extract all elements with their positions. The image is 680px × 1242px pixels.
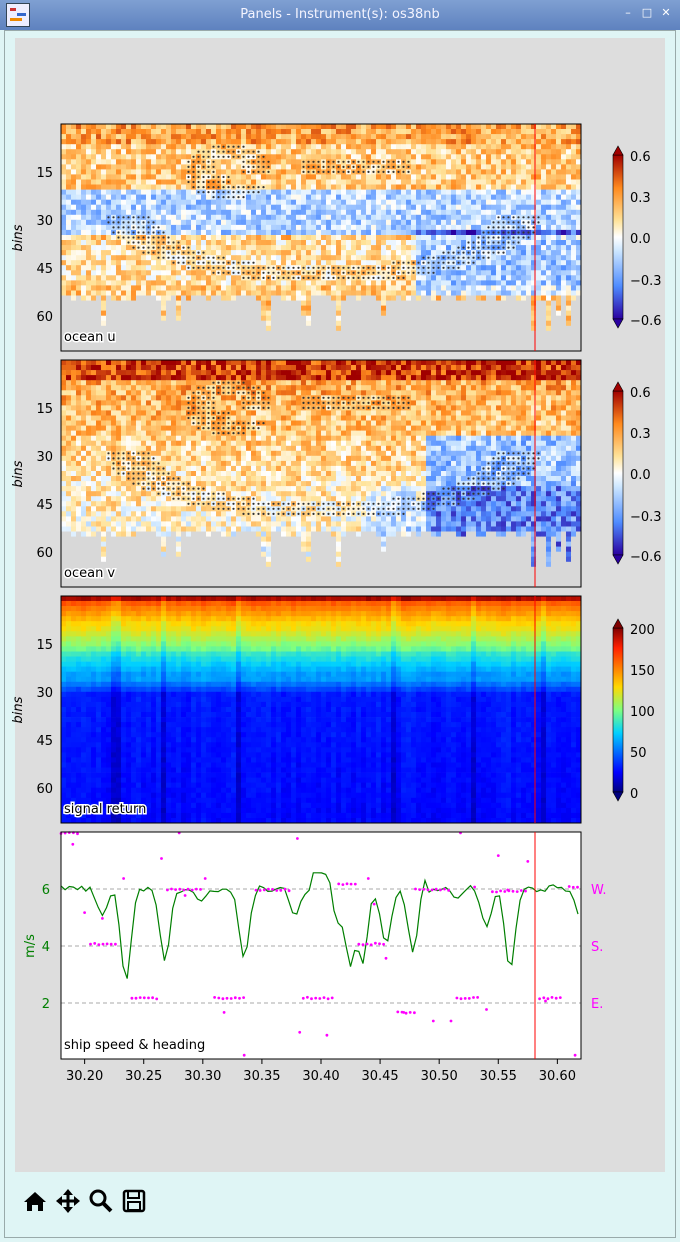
signal-return-panel: bins 15 30 45 60 signal return 200 150 1… [11, 595, 655, 824]
pan-icon[interactable] [55, 1188, 83, 1216]
x-tick-label: 30.20 [66, 1069, 103, 1084]
ocean-u-colorbar: 0.6 0.3 0.0 −0.3 −0.6 [612, 145, 662, 329]
ocean-u-heatmap [61, 124, 582, 352]
x-tick-label: 30.30 [184, 1069, 221, 1084]
ocean-u-label: ocean u [64, 330, 116, 345]
signal-return-label: signal return [64, 802, 146, 817]
signal-return-cbar-tick: 50 [630, 746, 647, 761]
x-tick-label: 30.50 [421, 1069, 458, 1084]
heading-tick-west: W. [591, 883, 607, 898]
x-tick-label: 30.60 [539, 1069, 576, 1084]
app-icon [6, 3, 30, 27]
x-tick-label: 30.25 [125, 1069, 162, 1084]
ocean-v-colorbar: 0.6 0.3 0.0 −0.3 −0.6 [612, 381, 662, 565]
ocean-v-axes-frame [60, 359, 582, 588]
ocean-u-ytick-15: 15 [36, 166, 53, 181]
ocean-v-cbar-tick: 0.3 [630, 427, 651, 442]
ocean-v-panel: bins 15 30 45 60 ocean v 0.6 0.3 0.0 −0.… [11, 359, 662, 588]
ocean-v-cbar-tick: −0.6 [630, 550, 662, 565]
speed-ytick-6: 6 [42, 883, 50, 898]
ocean-v-cbar-tick: 0.0 [630, 468, 651, 483]
ocean-u-cbar-tick: 0.3 [630, 191, 651, 206]
x-tick-label: 30.55 [480, 1069, 517, 1084]
signal-return-cbar-tick: 150 [630, 664, 655, 679]
signal-return-ytick-30: 30 [36, 686, 53, 701]
x-axis-ticks: 30.20 30.25 30.30 30.35 30.40 30.45 30.50 30.55… [66, 1059, 576, 1084]
home-icon[interactable] [22, 1188, 50, 1216]
signal-return-ytick-60: 60 [36, 782, 53, 797]
x-tick-label: 30.40 [302, 1069, 339, 1084]
ocean-v-cbar-tick: −0.3 [630, 510, 662, 525]
x-tick-label: 30.35 [243, 1069, 280, 1084]
ocean-u-ylabel: bins [11, 224, 26, 251]
ocean-u-ytick-45: 45 [36, 262, 53, 277]
ocean-u-cbar-tick: 0.6 [630, 150, 651, 165]
signal-return-axes-frame [60, 595, 582, 824]
speed-ytick-2: 2 [42, 997, 50, 1012]
ocean-u-cbar-tick: −0.3 [630, 274, 662, 289]
signal-return-ytick-45: 45 [36, 734, 53, 749]
speed-line [60, 872, 579, 979]
ocean-u-cbar-tick: 0.0 [630, 232, 651, 247]
ocean-u-ytick-60: 60 [36, 310, 53, 325]
ocean-u-ytick-30: 30 [36, 214, 53, 229]
heading-tick-east: E. [591, 997, 603, 1012]
x-tick-label: 30.45 [361, 1069, 398, 1084]
signal-return-colorbar: 200 150 100 50 0 counts [612, 618, 655, 802]
ocean-v-heatmap [61, 360, 582, 588]
signal-return-cbar-tick: 200 [630, 623, 655, 638]
ocean-v-cbar-tick: 0.6 [630, 386, 651, 401]
zoom-icon[interactable] [88, 1188, 116, 1216]
signal-return-cbar-tick: 100 [630, 705, 655, 720]
heading-tick-south: S. [591, 940, 603, 955]
signal-return-ytick-15: 15 [36, 638, 53, 653]
window-titlebar: Panels - Instrument(s): os38nb – □ ✕ [0, 0, 680, 30]
ocean-v-ytick-60: 60 [36, 546, 53, 561]
ocean-v-ytick-30: 30 [36, 450, 53, 465]
ocean-v-ytick-45: 45 [36, 498, 53, 513]
ocean-u-axes-frame [60, 123, 582, 352]
speed-ytick-4: 4 [42, 940, 50, 955]
maximize-icon[interactable]: □ [641, 6, 653, 19]
ocean-v-label: ocean v [64, 566, 115, 581]
ship-speed-panel: m/s 6 4 2 W. S. E. ship speed & heading … [23, 831, 607, 1084]
ocean-u-cbar-tick: −0.6 [630, 314, 662, 329]
close-icon[interactable]: ✕ [661, 6, 671, 19]
ocean-u-panel: bins 15 30 45 60 ocean u 0.6 0.3 0.0 −0.… [11, 123, 662, 352]
window-title: Panels - Instrument(s): os38nb [240, 7, 440, 22]
save-icon[interactable] [121, 1188, 149, 1216]
signal-return-ylabel: bins [11, 696, 26, 723]
ocean-v-ylabel: bins [11, 460, 26, 487]
minimize-icon[interactable]: – [625, 6, 631, 19]
speed-ylabel: m/s [23, 934, 38, 958]
signal-return-cbar-tick: 0 [630, 787, 638, 802]
signal-return-heatmap [61, 596, 582, 824]
ocean-v-ytick-15: 15 [36, 402, 53, 417]
ship-speed-label: ship speed & heading [64, 1038, 205, 1053]
